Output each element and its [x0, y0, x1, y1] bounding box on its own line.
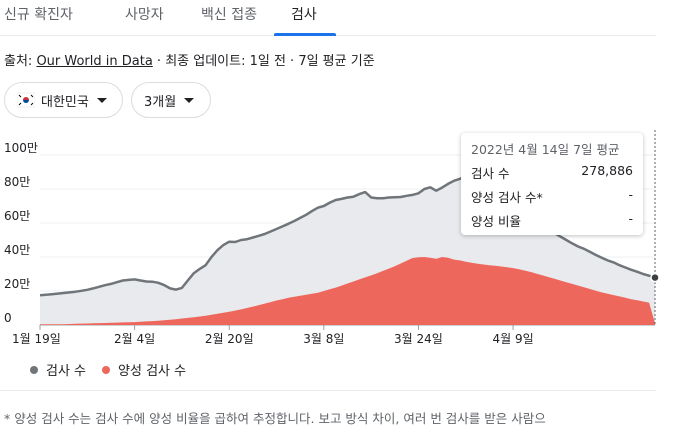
- positive-tests-area: [40, 257, 655, 325]
- source-line: 출처: Our World in Data · 최종 업데이트: 1일 전 · …: [4, 50, 375, 69]
- tooltip-label: 양성 검사 수*: [471, 190, 543, 205]
- korea-flag-icon: [17, 92, 35, 108]
- country-dropdown[interactable]: 대한민국: [4, 82, 123, 118]
- footnote: * 양성 검사 수는 검사 수에 양성 비율을 곱하여 추정합니다. 보고 방식…: [4, 411, 546, 426]
- chart-tooltip: 2022년 4월 14일 7일 평균 검사 수 278,886 양성 검사 수*…: [461, 133, 643, 235]
- tooltip-label: 양성 비율: [471, 214, 521, 229]
- source-suffix: · 최종 업데이트: 1일 전 · 7일 평균 기준: [152, 54, 375, 69]
- tab-tests[interactable]: 검사: [291, 7, 317, 23]
- active-tab-indicator: [274, 33, 336, 36]
- legend-dot-icon: [30, 365, 38, 374]
- x-tick-label: 1월 19일: [12, 332, 61, 346]
- tooltip-row-positive-tests: 양성 검사 수* -: [471, 187, 633, 206]
- y-tick-label: 40만: [4, 243, 30, 257]
- legend-label: 검사 수: [46, 364, 87, 379]
- x-tick-label: 2월 20일: [205, 332, 254, 346]
- source-prefix: 출처:: [4, 54, 37, 69]
- chart-legend: 검사 수 양성 검사 수: [30, 360, 202, 379]
- legend-item-positive-tests[interactable]: 양성 검사 수: [102, 360, 186, 379]
- y-tick-label: 20만: [4, 277, 30, 291]
- legend-item-tests[interactable]: 검사 수: [30, 360, 86, 379]
- source-link[interactable]: Our World in Data: [36, 54, 153, 69]
- period-dropdown[interactable]: 3개월: [131, 82, 211, 118]
- y-tick-label: 60만: [4, 209, 30, 223]
- tab-bar: 신규 확진자 사망자 백신 접종 검사: [0, 0, 656, 36]
- y-tick-label: 80만: [4, 175, 30, 189]
- tooltip-row-positive-rate: 양성 비율 -: [471, 211, 633, 230]
- tooltip-row-tests: 검사 수 278,886: [471, 163, 633, 182]
- tab-new-cases[interactable]: 신규 확진자: [4, 7, 73, 23]
- legend-dot-icon: [102, 365, 111, 374]
- country-label: 대한민국: [41, 94, 89, 110]
- y-tick-label: 100만: [4, 141, 38, 155]
- tab-vaccinations[interactable]: 백신 접종: [201, 7, 257, 23]
- y-tick-label: 0: [4, 311, 12, 325]
- legend-label: 양성 검사 수: [118, 364, 187, 379]
- tab-deaths[interactable]: 사망자: [125, 7, 164, 23]
- hover-point: [650, 272, 660, 283]
- divider: [0, 390, 656, 391]
- tooltip-label: 검사 수: [471, 166, 510, 181]
- x-tick-label: 3월 24일: [394, 332, 443, 346]
- x-tick-label: 3월 8일: [303, 332, 344, 346]
- period-label: 3개월: [144, 94, 177, 110]
- tooltip-value: -: [628, 211, 633, 226]
- chevron-down-icon: [96, 97, 107, 103]
- chevron-down-icon: [184, 97, 195, 103]
- x-tick-label: 4월 9일: [492, 332, 533, 346]
- tooltip-title: 2022년 4월 14일 7일 평균: [471, 142, 620, 157]
- tooltip-value: 278,886: [581, 163, 633, 178]
- x-tick-label: 2월 4일: [114, 332, 155, 346]
- tooltip-value: -: [628, 187, 633, 202]
